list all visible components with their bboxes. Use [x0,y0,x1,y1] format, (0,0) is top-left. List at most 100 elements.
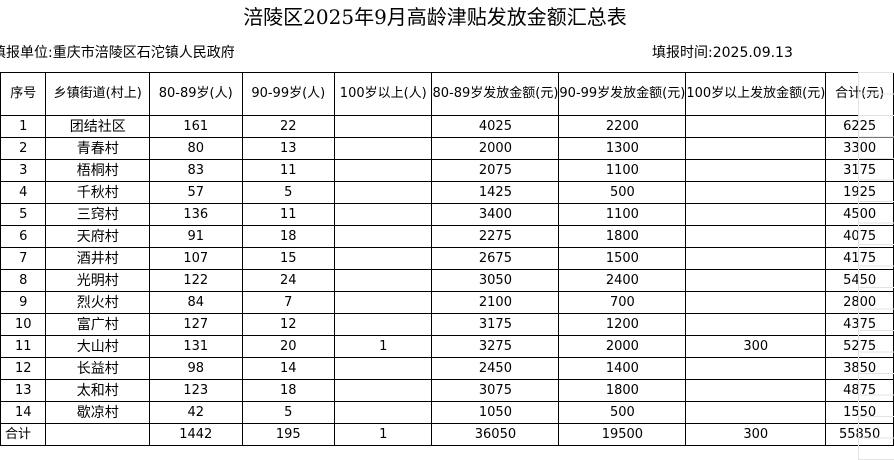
row-count-80-89: 123 [148,379,243,402]
document-title: 涪陵区2025年9月高龄津贴发放金额汇总表 [243,5,627,29]
row-count-90-99: 5 [241,181,336,204]
row-name: 长益村 [45,357,150,380]
row-count-100-plus [334,357,433,380]
row-no: 4 [0,181,47,204]
row-amount-80-89: 1050 [431,401,560,424]
row-amount-100-plus [685,137,827,160]
row-count-90-99: 7 [241,291,336,314]
row-amount-90-99: 1800 [558,379,687,402]
row-count-90-99: 18 [241,379,336,402]
row-amount-90-99: 1400 [558,357,687,380]
row-count-80-89: 161 [148,115,243,138]
row-amount-80-89: 2275 [431,225,560,248]
row-name: 光明村 [45,269,150,292]
row-no: 6 [0,225,47,248]
row-amount-100-plus [685,115,827,138]
totals-amount-80-89: 36050 [431,423,560,446]
row-count-80-89: 107 [148,247,243,270]
row-name: 三窍村 [45,203,150,226]
table-row: 2 青春村 80 13 2000 1300 3300 [0,137,894,160]
table-row: 5 三窍村 136 11 3400 1100 4500 [0,203,894,226]
row-name: 歇凉村 [45,401,150,424]
row-count-100-plus: 1 [334,335,433,358]
row-amount-100-plus: 300 [685,335,827,358]
row-no: 9 [0,291,47,314]
table-row: 7 酒井村 107 15 2675 1500 4175 [0,247,894,270]
row-count-100-plus [334,203,433,226]
row-count-100-plus [334,225,433,248]
row-amount-100-plus [685,159,827,182]
totals-row: 合计 1442 195 1 36050 19500 300 55850 [0,423,894,446]
row-name: 千秋村 [45,181,150,204]
row-count-90-99: 20 [241,335,336,358]
totals-amount-100-plus: 300 [685,423,827,446]
header-count-90-99: 90-99岁(人) [241,72,336,116]
row-amount-90-99: 1100 [558,159,687,182]
row-count-100-plus [334,159,433,182]
row-amount-90-99: 2000 [558,335,687,358]
header-row: 序号 乡镇街道(村上) 80-89岁(人) 90-99岁(人) 100岁以上(人… [0,72,894,116]
row-amount-80-89: 3075 [431,379,560,402]
row-amount-100-plus [685,357,827,380]
header-amount-100-plus: 100岁以上发放金额(元) [685,72,827,116]
row-amount-80-89: 3400 [431,203,560,226]
row-amount-80-89: 2000 [431,137,560,160]
row-amount-90-99: 2400 [558,269,687,292]
row-count-90-99: 24 [241,269,336,292]
row-amount-80-89: 2100 [431,291,560,314]
row-count-80-89: 136 [148,203,243,226]
table-row: 10 富广村 127 12 3175 1200 4375 [0,313,894,336]
row-count-90-99: 12 [241,313,336,336]
row-no: 13 [0,379,47,402]
row-no: 5 [0,203,47,226]
totals-count-100-plus: 1 [334,423,433,446]
row-amount-100-plus [685,225,827,248]
row-name: 富广村 [45,313,150,336]
row-amount-90-99: 700 [558,291,687,314]
totals-label: 合计 [0,423,47,446]
row-count-80-89: 98 [148,357,243,380]
row-amount-80-89: 3050 [431,269,560,292]
row-count-80-89: 83 [148,159,243,182]
row-count-80-89: 80 [148,137,243,160]
row-count-90-99: 22 [241,115,336,138]
table-row: 12 长益村 98 14 2450 1400 3850 [0,357,894,380]
totals-count-80-89: 1442 [148,423,243,446]
row-no: 3 [0,159,47,182]
table-row: 14 歇凉村 42 5 1050 500 1550 [0,401,894,424]
row-amount-80-89: 3275 [431,335,560,358]
spreadsheet-gridlines [858,72,894,460]
row-amount-90-99: 500 [558,401,687,424]
row-name: 酒井村 [45,247,150,270]
row-name: 大山村 [45,335,150,358]
row-count-90-99: 13 [241,137,336,160]
row-no: 8 [0,269,47,292]
row-amount-100-plus [685,401,827,424]
table-row: 8 光明村 122 24 3050 2400 5450 [0,269,894,292]
row-amount-90-99: 1500 [558,247,687,270]
row-count-100-plus [334,137,433,160]
row-no: 14 [0,401,47,424]
table-row: 6 天府村 91 18 2275 1800 4075 [0,225,894,248]
header-name: 乡镇街道(村上) [45,72,150,116]
row-amount-100-plus [685,313,827,336]
row-name: 太和村 [45,379,150,402]
row-count-90-99: 15 [241,247,336,270]
row-count-90-99: 14 [241,357,336,380]
row-count-100-plus [334,291,433,314]
row-name: 烈火村 [45,291,150,314]
row-name: 天府村 [45,225,150,248]
row-count-80-89: 127 [148,313,243,336]
row-amount-90-99: 1800 [558,225,687,248]
row-amount-100-plus [685,291,827,314]
row-count-80-89: 122 [148,269,243,292]
row-name: 梧桐村 [45,159,150,182]
row-no: 10 [0,313,47,336]
row-count-100-plus [334,247,433,270]
totals-amount-90-99: 19500 [558,423,687,446]
row-no: 11 [0,335,47,358]
row-amount-80-89: 2450 [431,357,560,380]
row-amount-80-89: 1425 [431,181,560,204]
row-count-100-plus [334,115,433,138]
row-count-80-89: 57 [148,181,243,204]
